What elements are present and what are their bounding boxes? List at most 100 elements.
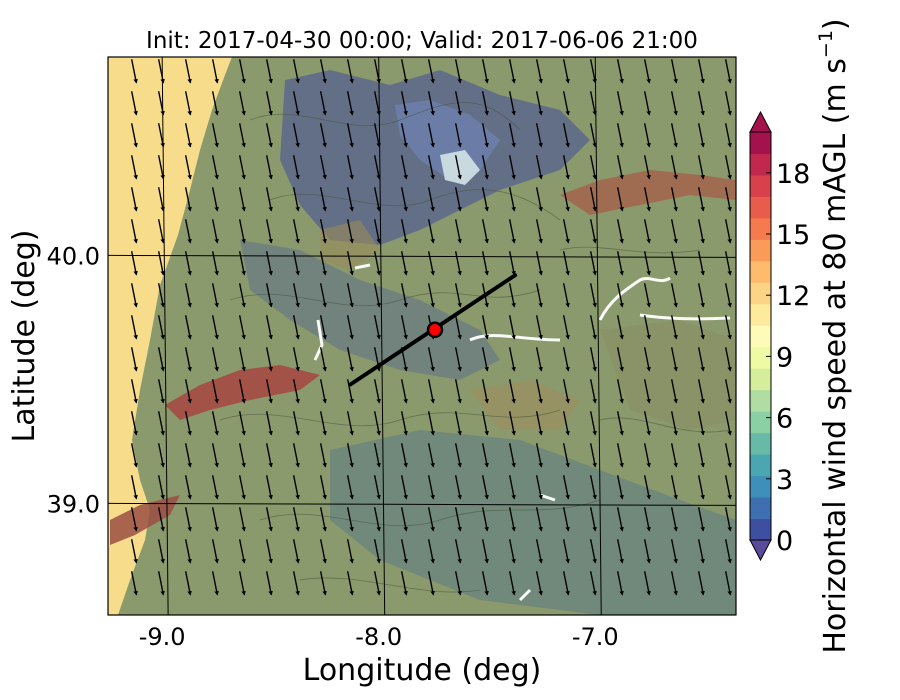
wind-arrow	[535, 219, 543, 244]
wind-arrow	[508, 155, 516, 180]
wind-arrow	[346, 379, 354, 404]
wind-arrow	[373, 251, 381, 276]
wind-arrow	[616, 347, 624, 372]
wind-arrow	[535, 347, 543, 372]
wind-arrow	[238, 443, 246, 468]
wind-arrow	[346, 347, 354, 372]
wind-arrow	[373, 59, 381, 84]
wind-arrow	[211, 539, 219, 564]
wind-arrow	[184, 251, 192, 276]
wind-arrow	[616, 59, 624, 84]
wind-arrow	[616, 91, 624, 116]
wind-arrow	[589, 315, 597, 340]
wind-arrow	[157, 283, 165, 308]
wind-arrow	[670, 571, 678, 596]
wind-arrow	[670, 411, 678, 436]
wind-arrow	[265, 379, 273, 404]
wind-arrow	[130, 475, 138, 500]
wind-arrow	[130, 411, 138, 436]
wind-arrow	[184, 411, 192, 436]
wind-arrow	[454, 507, 462, 532]
wind-arrow	[130, 379, 138, 404]
wind-arrow	[265, 91, 273, 116]
wind-arrow	[292, 507, 300, 532]
wind-arrow	[562, 315, 570, 340]
x-tick-label: -9.0	[139, 623, 186, 651]
wind-arrow	[427, 411, 435, 436]
colorbar-band	[750, 260, 771, 283]
map-panel	[108, 57, 736, 615]
wind-arrow	[211, 155, 219, 180]
wind-arrow	[319, 379, 327, 404]
gridline-lat	[108, 254, 736, 258]
wind-arrow	[643, 315, 651, 340]
wind-arrow	[184, 315, 192, 340]
moderate-wind-se	[470, 380, 580, 430]
wind-arrow	[373, 507, 381, 532]
wind-arrow	[562, 187, 570, 212]
wind-arrow	[616, 123, 624, 148]
wind-arrow	[670, 219, 678, 244]
wind-arrow	[292, 251, 300, 276]
wind-arrow	[211, 251, 219, 276]
wind-arrow	[562, 91, 570, 116]
wind-arrow	[130, 187, 138, 212]
wind-arrow	[724, 123, 732, 148]
wind-arrow	[454, 187, 462, 212]
colorbar-label-exponent: −1	[815, 30, 837, 58]
wind-arrow	[643, 219, 651, 244]
colorbar-label: Horizontal wind speed at 80 mAGL (m s−1)	[815, 18, 853, 653]
colorbar-band	[750, 239, 771, 262]
wind-arrow	[400, 59, 408, 84]
wind-arrow	[427, 123, 435, 148]
wind-arrow	[562, 475, 570, 500]
wind-arrow	[589, 539, 597, 564]
wind-arrow	[562, 411, 570, 436]
wind-arrow	[481, 123, 489, 148]
wind-arrow	[616, 475, 624, 500]
wind-arrow	[346, 507, 354, 532]
wind-arrow	[508, 187, 516, 212]
wind-arrow	[265, 571, 273, 596]
wind-arrow	[562, 539, 570, 564]
wind-arrow	[697, 123, 705, 148]
wind-arrow	[697, 155, 705, 180]
wind-arrow	[454, 347, 462, 372]
wind-arrow	[265, 283, 273, 308]
wind-arrow	[130, 91, 138, 116]
wind-arrow	[724, 187, 732, 212]
wind-arrow	[670, 123, 678, 148]
wind-arrow	[292, 571, 300, 596]
moderate-wind-center	[320, 220, 380, 270]
wind-arrow	[157, 315, 165, 340]
colorbar-band	[750, 389, 771, 412]
wind-arrow	[157, 347, 165, 372]
colorbar-band	[750, 196, 771, 219]
wind-arrow	[643, 123, 651, 148]
wind-arrow	[481, 539, 489, 564]
wind-arrow	[724, 251, 732, 276]
wind-arrow	[562, 347, 570, 372]
wind-arrow	[481, 411, 489, 436]
wind-arrow	[454, 379, 462, 404]
colorbar-tick-label: 12	[776, 281, 810, 312]
wind-arrow	[346, 91, 354, 116]
wind-arrow	[319, 155, 327, 180]
wind-arrow	[697, 539, 705, 564]
wind-arrow	[319, 219, 327, 244]
wind-arrow	[589, 571, 597, 596]
wind-arrow	[535, 539, 543, 564]
wind-arrow	[238, 283, 246, 308]
wind-arrow	[319, 283, 327, 308]
wind-arrow	[265, 219, 273, 244]
wind-arrow	[562, 443, 570, 468]
wind-arrow	[670, 379, 678, 404]
wind-arrow	[211, 411, 219, 436]
wind-arrow	[508, 539, 516, 564]
wind-arrow	[481, 443, 489, 468]
wind-arrow	[589, 379, 597, 404]
wind-arrow	[346, 219, 354, 244]
wind-arrow	[508, 283, 516, 308]
wind-arrow	[643, 475, 651, 500]
colorbar-band	[750, 325, 771, 348]
